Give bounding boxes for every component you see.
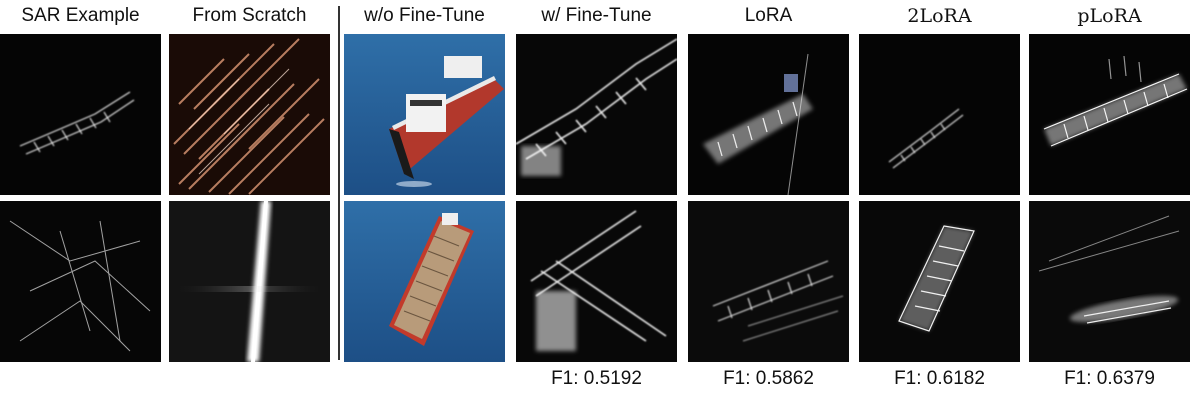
column-title: From Scratch xyxy=(192,5,307,26)
column-without-fine-tune: w/o Fine-Tune xyxy=(344,0,505,400)
column-title: pLoRA xyxy=(1077,5,1142,27)
column-lora: LoRA F1: 0.5862 xyxy=(688,0,849,400)
column-title: w/ Fine-Tune xyxy=(541,5,652,26)
column-plora: pLoRA F1: 0.6379 xyxy=(1029,0,1190,400)
column-sar-example: SAR Example xyxy=(0,0,161,400)
column-divider xyxy=(338,6,340,360)
sar-generated-image xyxy=(516,34,677,195)
sar-ship-image xyxy=(0,201,161,362)
sar-generated-image xyxy=(1029,201,1190,362)
optical-ship-image xyxy=(344,34,505,195)
generated-image xyxy=(169,34,330,195)
sar-generated-image xyxy=(516,201,677,362)
column-with-fine-tune: w/ Fine-Tune F1: 0.5192 xyxy=(516,0,677,400)
optical-ship-image xyxy=(344,201,505,362)
f1-score: F1: 0.5862 xyxy=(723,368,814,389)
sar-generated-image xyxy=(859,34,1020,195)
column-title: SAR Example xyxy=(21,5,140,26)
column-from-scratch: From Scratch xyxy=(169,0,330,400)
f1-score: F1: 0.6182 xyxy=(894,368,985,389)
f1-score: F1: 0.6379 xyxy=(1064,368,1155,389)
column-2lora: 2LoRA F1: 0.6182 xyxy=(859,0,1020,400)
sar-ship-image xyxy=(0,34,161,195)
sar-generated-image xyxy=(1029,34,1190,195)
generated-image xyxy=(169,201,330,362)
column-title: LoRA xyxy=(744,5,793,26)
sar-generated-image xyxy=(688,34,849,195)
sar-generated-image xyxy=(688,201,849,362)
f1-score: F1: 0.5192 xyxy=(551,368,642,389)
sar-generated-image xyxy=(859,201,1020,362)
column-title: w/o Fine-Tune xyxy=(364,5,485,26)
column-title: 2LoRA xyxy=(907,5,972,27)
